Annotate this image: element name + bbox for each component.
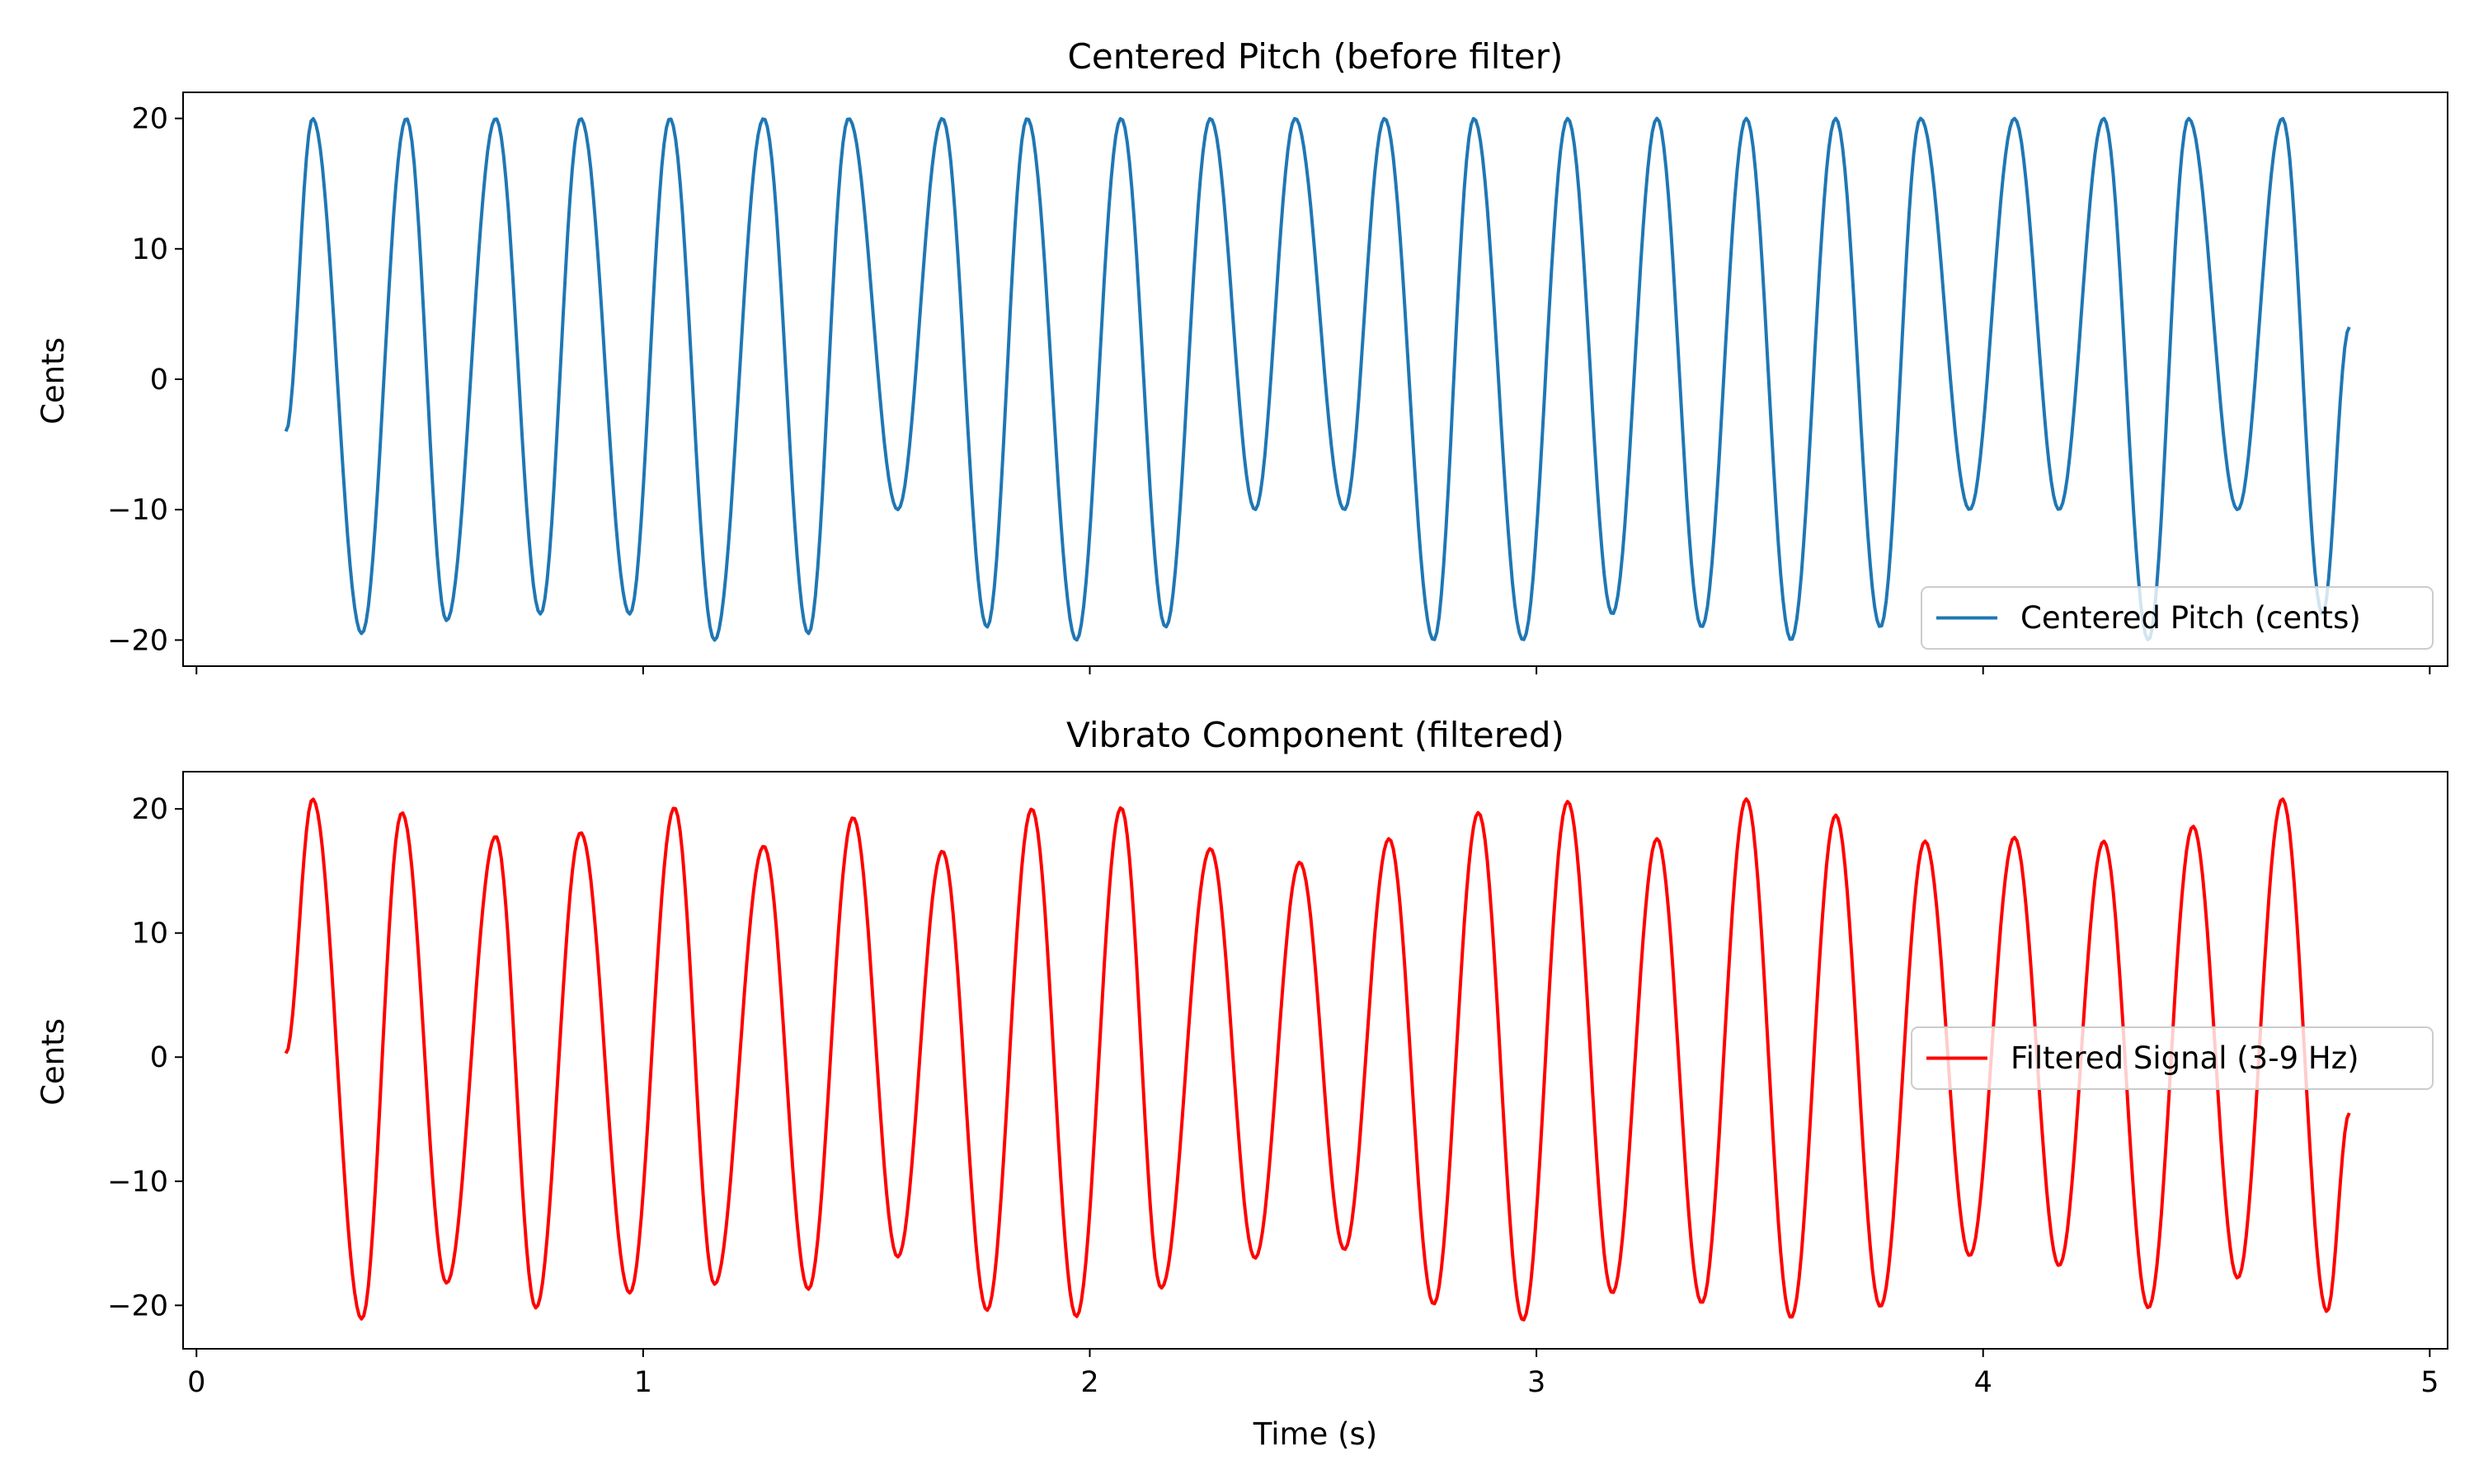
- x-tick-label: 5: [2420, 1366, 2439, 1399]
- top-legend-label: Centered Pitch (cents): [2020, 600, 2361, 636]
- y-tick-label: 20: [131, 793, 168, 826]
- y-tick-label: 0: [150, 1041, 168, 1074]
- x-tick-label: 4: [1974, 1366, 1992, 1399]
- series-line-centered-pitch: [284, 116, 2351, 642]
- y-tick-label: 10: [131, 233, 168, 266]
- bottom-y-ticks: −20 −10 0 10 20: [107, 793, 183, 1322]
- bottom-legend-label: Filtered Signal (3-9 Hz): [2011, 1040, 2359, 1076]
- bottom-legend: Filtered Signal (3-9 Hz): [1911, 1026, 2434, 1090]
- x-tick-label: 0: [187, 1366, 205, 1399]
- top-y-axis-label: Cents: [35, 337, 71, 425]
- series-line-filtered-signal: [284, 797, 2351, 1322]
- x-tick-label: 2: [1080, 1366, 1098, 1399]
- y-tick-label: 0: [150, 364, 168, 397]
- y-tick-label: −10: [107, 494, 168, 527]
- y-tick-label: 20: [131, 103, 168, 136]
- x-tick-label: 1: [634, 1366, 652, 1399]
- top-x-ticks: [195, 666, 2431, 674]
- bottom-y-axis-label: Cents: [35, 1018, 71, 1106]
- top-legend-box: [1921, 586, 2434, 650]
- y-tick-label: 10: [131, 918, 168, 951]
- x-axis-label: Time (s): [1253, 1416, 1377, 1452]
- y-tick-label: −10: [107, 1166, 168, 1199]
- x-tick-label: 3: [1527, 1366, 1545, 1399]
- bottom-legend-box: [1911, 1026, 2434, 1090]
- bottom-x-ticks: 0 1 2 3 4 5: [187, 1349, 2439, 1399]
- y-tick-label: −20: [107, 1289, 168, 1322]
- top-subplot: Centered Pitch (before filter) Cents −20…: [35, 36, 2448, 674]
- top-plot-frame: [182, 92, 2448, 667]
- bottom-plot-frame: [182, 771, 2448, 1350]
- bottom-subplot: Vibrato Component (filtered) Cents Time …: [35, 715, 2448, 1452]
- top-y-ticks: −20 −10 0 10 20: [107, 103, 183, 657]
- y-tick-label: −20: [107, 624, 168, 657]
- top-legend: Centered Pitch (cents): [1921, 586, 2434, 650]
- bottom-chart-title: Vibrato Component (filtered): [1066, 715, 1564, 755]
- top-chart-title: Centered Pitch (before filter): [1068, 36, 1564, 77]
